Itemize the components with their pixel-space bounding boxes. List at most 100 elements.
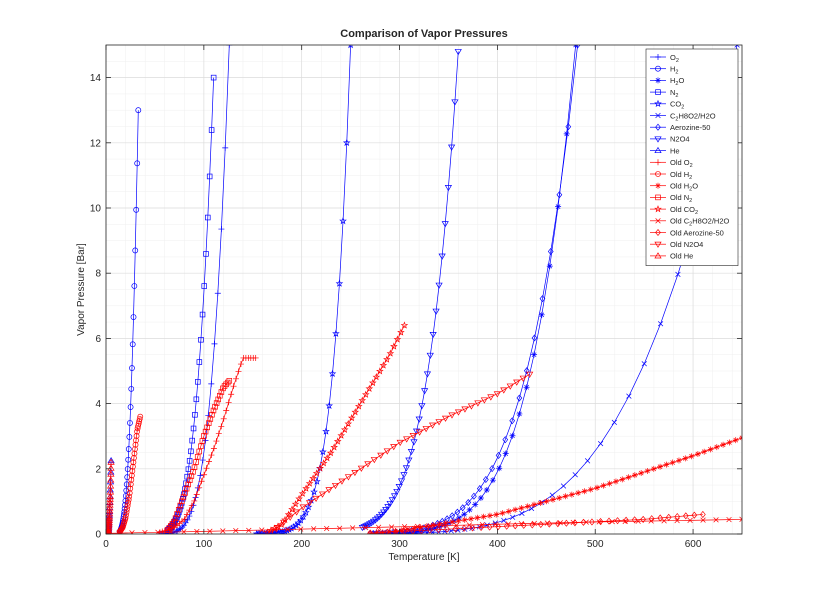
data-point-marker bbox=[600, 482, 607, 489]
data-point-marker bbox=[410, 528, 417, 534]
legend-entry: H2O bbox=[650, 76, 684, 87]
data-point-marker bbox=[207, 528, 213, 534]
data-point-marker bbox=[338, 478, 346, 485]
data-point-marker bbox=[336, 525, 343, 531]
data-point-marker bbox=[450, 517, 457, 524]
data-point-marker bbox=[325, 487, 333, 494]
y-tick-label: 14 bbox=[90, 73, 102, 84]
data-point-marker bbox=[390, 493, 399, 500]
data-point-marker bbox=[430, 522, 437, 529]
data-point-marker bbox=[396, 439, 404, 447]
data-point-marker bbox=[123, 509, 130, 515]
legend-label: Old He bbox=[670, 252, 693, 261]
data-point-marker bbox=[180, 494, 187, 500]
data-point-marker bbox=[316, 464, 324, 472]
data-point-marker bbox=[124, 466, 131, 472]
data-point-marker bbox=[587, 486, 594, 493]
data-point-marker bbox=[654, 136, 662, 143]
y-tick-label: 12 bbox=[90, 138, 102, 149]
data-point-marker bbox=[524, 503, 531, 510]
data-point-marker bbox=[640, 515, 646, 523]
data-point-marker bbox=[669, 459, 676, 466]
data-point-marker bbox=[106, 516, 113, 523]
data-point-marker bbox=[556, 191, 563, 199]
data-point-marker bbox=[502, 436, 509, 444]
data-point-marker bbox=[523, 384, 530, 391]
data-point-marker bbox=[449, 518, 456, 525]
data-point-marker bbox=[502, 450, 509, 457]
series-16 bbox=[273, 371, 534, 532]
data-point-marker bbox=[442, 520, 449, 527]
data-point-marker bbox=[392, 528, 399, 534]
data-point-marker bbox=[299, 504, 307, 511]
data-point-marker bbox=[225, 399, 232, 406]
data-point-marker bbox=[318, 491, 327, 498]
legend-label: Old CO2 bbox=[670, 205, 698, 216]
data-point-marker bbox=[474, 514, 481, 521]
data-point-marker bbox=[312, 495, 320, 503]
legend-entry: Old C2H8O2/H2O bbox=[650, 217, 729, 228]
data-point-marker bbox=[499, 510, 506, 517]
data-point-marker bbox=[574, 45, 581, 49]
data-point-marker bbox=[106, 526, 113, 533]
data-point-marker bbox=[217, 392, 223, 399]
data-point-marker bbox=[402, 465, 410, 472]
data-point-marker bbox=[572, 519, 578, 527]
data-point-marker bbox=[128, 476, 135, 483]
data-point-marker bbox=[106, 482, 115, 489]
data-point-marker bbox=[655, 89, 661, 95]
data-point-marker bbox=[421, 388, 429, 395]
data-point-marker bbox=[349, 525, 356, 531]
data-point-marker bbox=[126, 433, 133, 440]
data-point-marker bbox=[400, 472, 408, 479]
data-point-marker bbox=[351, 408, 360, 416]
data-point-marker bbox=[134, 428, 140, 435]
data-point-marker bbox=[435, 419, 443, 426]
data-point-marker bbox=[191, 497, 198, 504]
data-point-marker bbox=[547, 247, 554, 256]
chart-title: Comparison of Vapor Pressures bbox=[340, 28, 508, 40]
data-point-marker bbox=[655, 77, 661, 84]
data-point-marker bbox=[335, 279, 344, 287]
data-point-marker bbox=[278, 527, 287, 534]
data-point-marker bbox=[312, 469, 321, 477]
data-point-marker bbox=[220, 415, 227, 422]
data-point-marker bbox=[289, 522, 298, 531]
data-point-marker bbox=[201, 471, 208, 478]
data-point-marker bbox=[480, 513, 487, 520]
data-point-marker bbox=[188, 502, 195, 509]
legend-entry: Old N2O4 bbox=[650, 240, 703, 249]
data-point-marker bbox=[584, 458, 591, 464]
data-point-marker bbox=[386, 349, 395, 357]
data-point-marker bbox=[461, 516, 468, 523]
data-point-marker bbox=[380, 509, 388, 516]
data-point-marker bbox=[372, 373, 381, 381]
data-point-marker bbox=[190, 425, 197, 432]
data-point-marker bbox=[351, 470, 359, 477]
legend-label: H2 bbox=[670, 65, 678, 76]
data-point-marker bbox=[367, 529, 374, 534]
legend-entry: C2H8O2/H2O bbox=[650, 111, 716, 122]
data-point-marker bbox=[471, 492, 477, 500]
data-point-marker bbox=[172, 515, 179, 521]
legend-label: He bbox=[670, 146, 680, 155]
data-point-marker bbox=[272, 527, 278, 533]
data-point-marker bbox=[390, 444, 398, 451]
data-point-marker bbox=[354, 402, 363, 410]
data-point-marker bbox=[186, 507, 193, 514]
data-point-marker bbox=[333, 437, 342, 445]
data-point-marker bbox=[339, 216, 347, 225]
data-point-marker bbox=[220, 528, 226, 534]
data-point-marker bbox=[417, 524, 424, 531]
data-point-marker bbox=[396, 530, 403, 534]
data-point-marker bbox=[209, 411, 215, 418]
data-point-marker bbox=[496, 465, 503, 472]
data-point-marker bbox=[214, 290, 221, 297]
x-tick-label: 300 bbox=[391, 539, 408, 550]
data-point-marker bbox=[655, 112, 661, 119]
data-point-marker bbox=[625, 474, 632, 481]
data-point-marker bbox=[549, 496, 556, 503]
data-point-marker bbox=[455, 514, 462, 521]
